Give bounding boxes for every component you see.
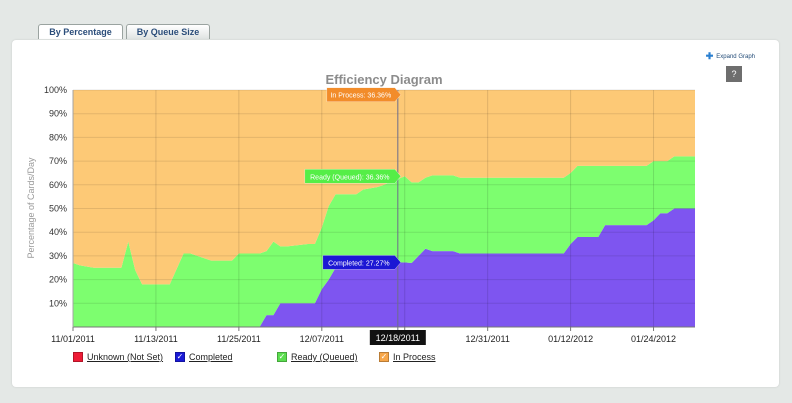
tooltip-in-process xyxy=(326,87,402,102)
tab-by-queue-size[interactable]: By Queue Size xyxy=(126,24,210,39)
y-tick-label: 70% xyxy=(49,156,67,166)
legend-label[interactable]: Ready (Queued) xyxy=(291,352,358,362)
y-tick-label: 10% xyxy=(49,298,67,308)
y-tick-label: 60% xyxy=(49,180,67,190)
legend-checkbox-completed[interactable]: ✓ xyxy=(175,352,185,362)
x-tick-label: 12/31/2011 xyxy=(465,334,509,344)
y-tick-label: 40% xyxy=(49,227,67,237)
legend-checkbox-ready-queued[interactable]: ✓ xyxy=(277,352,287,362)
hover-date-box xyxy=(369,330,426,345)
expand-graph-label: Expand Graph xyxy=(716,54,755,60)
tooltip-text: In Process: 36.36% xyxy=(330,93,391,100)
x-tick-label: 11/01/2011 xyxy=(51,334,95,344)
tooltip-ready-queued xyxy=(304,169,402,184)
legend-label[interactable]: In Process xyxy=(393,352,436,362)
y-tick-label: 90% xyxy=(49,109,67,119)
expand-graph-link[interactable]: ✚ Expand Graph xyxy=(706,51,755,62)
legend-label[interactable]: Completed xyxy=(189,352,233,362)
x-tick-label: 12/07/2011 xyxy=(300,334,344,344)
x-tick-label: 11/25/2011 xyxy=(217,334,261,344)
legend-checkbox-in-process[interactable]: ✓ xyxy=(379,352,389,362)
help-button[interactable]: ? xyxy=(726,66,742,82)
area-in-process xyxy=(73,90,695,285)
chart-title: Efficiency Diagram xyxy=(325,72,442,87)
x-tick-label: 01/24/2012 xyxy=(631,334,676,344)
tooltip-text: Ready (Queued): 36.36% xyxy=(310,174,389,181)
x-tick-label: 01/12/2012 xyxy=(548,334,593,344)
hover-date-label: 12/18/2011 xyxy=(376,333,420,343)
y-axis-label: Percentage of Cards/Day xyxy=(26,157,36,259)
y-tick-label: 100% xyxy=(44,85,67,95)
x-tick-label: 11/13/2011 xyxy=(134,334,178,344)
y-tick-label: 20% xyxy=(49,275,67,285)
tooltip-completed xyxy=(322,255,402,270)
legend-label[interactable]: Unknown (Not Set) xyxy=(87,352,164,362)
legend-checkbox-unknown-not-set[interactable] xyxy=(73,352,83,362)
area-ready-queued xyxy=(73,156,695,327)
y-tick-label: 30% xyxy=(49,251,67,261)
y-tick-label: 80% xyxy=(49,132,67,142)
tooltip-text: Completed: 27.27% xyxy=(328,260,389,267)
y-tick-label: 50% xyxy=(49,204,67,214)
expand-icon: ✚ xyxy=(705,51,714,61)
tab-by-percentage[interactable]: By Percentage xyxy=(38,24,123,39)
